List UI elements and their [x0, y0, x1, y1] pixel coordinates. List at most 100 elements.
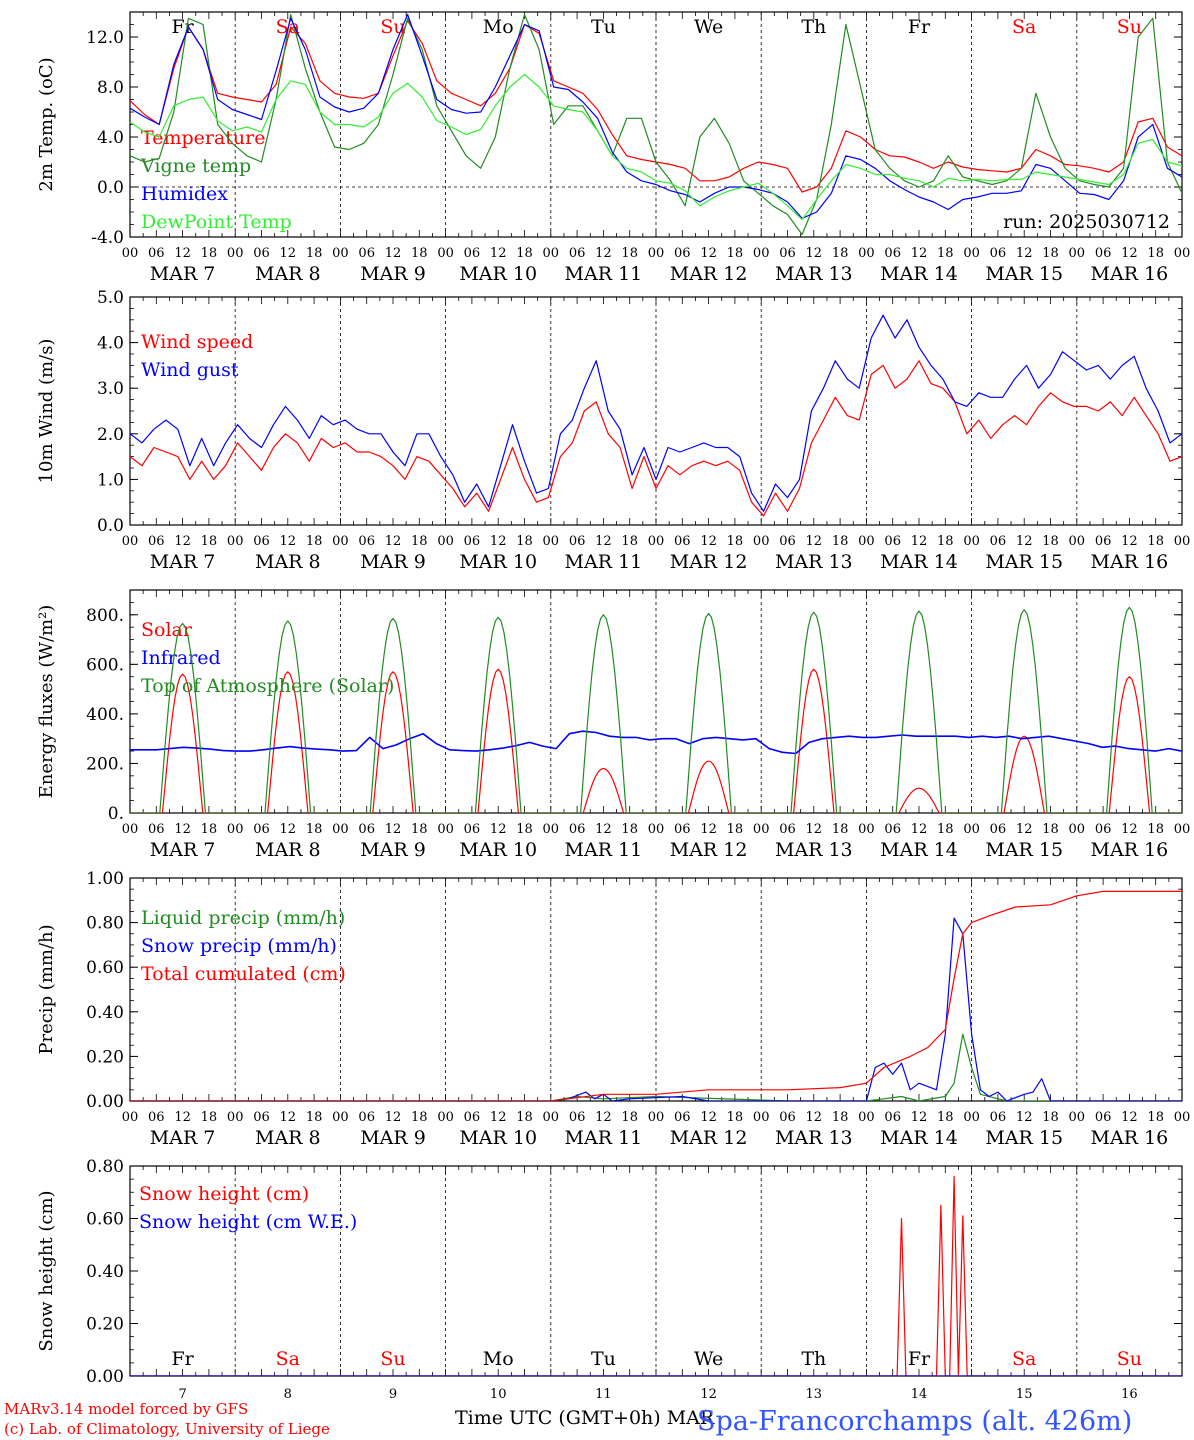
hour-tick-label: 06: [148, 1110, 165, 1125]
date-label: MAR 7: [150, 1127, 216, 1149]
y-tick-label: 2.0: [97, 425, 124, 445]
y-tick-label: 0.80: [86, 1157, 124, 1177]
weekday-label: Fr: [908, 1348, 931, 1370]
hour-tick-label: 18: [1042, 534, 1059, 549]
hour-tick-label: 12: [490, 534, 507, 549]
hour-tick-label: 00: [332, 534, 349, 549]
hour-tick-label: 00: [753, 1110, 770, 1125]
weekday-label: Su: [380, 1348, 405, 1370]
hour-tick-label: 12: [1016, 822, 1033, 837]
run-annotation: run: 2025030712: [1003, 211, 1170, 233]
hour-tick-label: 00: [648, 1110, 665, 1125]
date-label: MAR 11: [565, 551, 643, 573]
y-tick-label: 4.0: [97, 128, 124, 148]
series-line: [130, 13, 1182, 236]
y-tick-label: 0.0: [97, 178, 124, 198]
y-axis-label: Energy fluxes (W/m²): [36, 605, 57, 799]
y-axis-label: 2m Temp. (oC): [36, 57, 57, 191]
hour-tick-label: 06: [253, 822, 270, 837]
hour-tick-label: 06: [358, 1110, 375, 1125]
hour-tick-label: 18: [411, 534, 428, 549]
hour-tick-label: 00: [1069, 1110, 1086, 1125]
legend-entry: Total cumulated (cm): [141, 963, 346, 985]
day-number-label: 13: [806, 1387, 823, 1402]
series-line: [130, 917, 1182, 1101]
legend-entry: Snow precip (mm/h): [141, 935, 337, 957]
hour-tick-label: 12: [595, 246, 612, 261]
weekday-label: Sa: [1012, 16, 1036, 38]
hour-tick-label: 18: [621, 822, 638, 837]
hour-tick-label: 18: [727, 1110, 744, 1125]
y-tick-label: 0.60: [86, 1210, 124, 1230]
hour-tick-label: 00: [227, 534, 244, 549]
series-line: [130, 1033, 1182, 1101]
hour-tick-label: 18: [1147, 534, 1164, 549]
date-label: MAR 8: [255, 839, 321, 861]
date-label: MAR 7: [150, 551, 216, 573]
weekday-label: Mo: [483, 16, 514, 38]
date-label: MAR 7: [150, 263, 216, 285]
weekday-label: Su: [380, 16, 405, 38]
date-label: MAR 13: [775, 263, 853, 285]
copyright-credit: (c) Lab. of Climatology, University of L…: [4, 1420, 330, 1438]
hour-tick-label: 18: [201, 822, 218, 837]
hour-tick-label: 06: [358, 822, 375, 837]
day-number-label: 15: [1016, 1387, 1033, 1402]
date-label: MAR 11: [565, 263, 643, 285]
y-tick-label: 800.: [86, 606, 124, 626]
weekday-label: Fr: [171, 1348, 194, 1370]
hour-tick-label: 06: [253, 534, 270, 549]
hour-tick-label: 12: [806, 246, 823, 261]
hour-tick-label: 12: [385, 1110, 402, 1125]
weekday-label: Fr: [908, 16, 931, 38]
hour-tick-label: 00: [437, 1110, 454, 1125]
legend-entry: Humidex: [141, 183, 228, 205]
station-title: Spa-Francorchamps (alt. 426m): [697, 1406, 1132, 1437]
chart-panel-5: 0.00 0.20 0.40 0.60 0.80 Snow height (cm) Fr Sa…: [36, 1157, 1183, 1402]
hour-tick-label: 00: [227, 1110, 244, 1125]
hour-tick-label: 00: [963, 534, 980, 549]
hour-tick-label: 06: [779, 822, 796, 837]
hour-tick-label: 12: [490, 246, 507, 261]
hour-tick-label: 18: [621, 246, 638, 261]
date-label: MAR 14: [880, 551, 958, 573]
hour-tick-label: 06: [1095, 822, 1112, 837]
legend-entry: Liquid precip (mm/h): [141, 907, 345, 929]
y-tick-label: 400.: [86, 705, 124, 725]
chart-panel-4: 0.00 0.20 0.40 0.60 0.80 1.00 Precip (mm/h) 00 0…: [36, 869, 1190, 1149]
date-label: MAR 16: [1091, 263, 1169, 285]
hour-tick-label: 00: [122, 1110, 139, 1125]
date-label: MAR 10: [459, 263, 537, 285]
hour-tick-label: 06: [990, 246, 1007, 261]
hour-tick-label: 06: [1095, 534, 1112, 549]
hour-tick-label: 06: [674, 822, 691, 837]
day-number-label: 16: [1121, 1387, 1138, 1402]
series-line: [130, 20, 1182, 193]
date-label: MAR 13: [775, 839, 853, 861]
y-axis-label: Precip (mm/h): [36, 924, 57, 1054]
hour-tick-label: 12: [911, 822, 928, 837]
date-label: MAR 11: [565, 1127, 643, 1149]
hour-tick-label: 06: [148, 534, 165, 549]
y-tick-label: 12.0: [86, 28, 124, 48]
hour-tick-label: 12: [806, 822, 823, 837]
y-tick-label: 5.0: [97, 288, 124, 308]
hour-tick-label: 00: [648, 246, 665, 261]
y-tick-label: 0.80: [86, 914, 124, 934]
legend-entry: DewPoint Temp: [141, 211, 292, 233]
y-tick-label: 0.00: [86, 1367, 124, 1387]
hour-tick-label: 12: [385, 246, 402, 261]
hour-tick-label: 06: [884, 1110, 901, 1125]
hour-tick-label: 06: [990, 1110, 1007, 1125]
hour-tick-label: 12: [174, 822, 191, 837]
y-tick-label: 1.00: [86, 869, 124, 889]
hour-tick-label: 18: [516, 822, 533, 837]
legend-entry: Infrared: [141, 647, 221, 669]
y-tick-label: -4.0: [91, 228, 124, 248]
y-tick-label: 0.20: [86, 1047, 124, 1067]
hour-tick-label: 00: [753, 534, 770, 549]
hour-tick-label: 06: [1095, 1110, 1112, 1125]
hour-tick-label: 12: [911, 534, 928, 549]
hour-tick-label: 00: [858, 1110, 875, 1125]
